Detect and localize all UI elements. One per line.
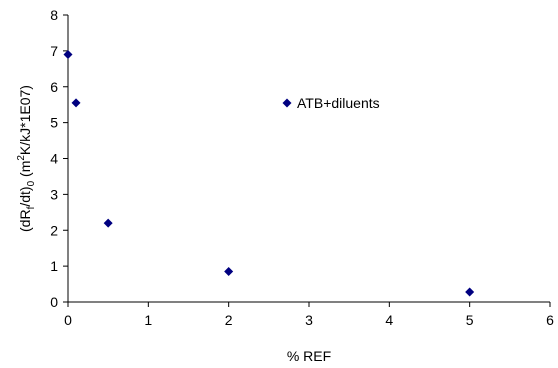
x-tick-label: 1 [144, 312, 152, 328]
y-axis-title-part: (m [17, 161, 33, 181]
x-tick-label: 2 [225, 312, 233, 328]
y-axis-title: (dRf/dt)0 (m2K/kJ*1E07) [16, 85, 37, 232]
y-axis-title-superscript: 2 [16, 155, 27, 161]
legend-label: ATB+diluents [297, 95, 380, 111]
y-tick-label: 5 [50, 115, 58, 131]
x-axis-title: % REF [287, 348, 331, 364]
x-tick-label: 0 [64, 312, 72, 328]
x-tick-label: 6 [546, 312, 554, 328]
y-tick-label: 8 [50, 7, 58, 23]
y-axis-title-part: /dt) [17, 186, 33, 206]
y-tick-label: 2 [50, 222, 58, 238]
y-axis-title-subscript: f [26, 206, 37, 209]
y-axis-ticks: 0 1 2 3 4 5 6 7 8 [50, 7, 68, 310]
legend-marker [282, 98, 292, 108]
plot-area [67, 15, 550, 303]
x-axis-ticks: 0 1 2 3 4 5 6 [64, 302, 554, 328]
legend: ATB+diluents [282, 95, 380, 111]
y-tick-label: 1 [50, 258, 58, 274]
data-point [103, 218, 113, 228]
y-tick-label: 6 [50, 79, 58, 95]
y-axis-title-part: (dR [17, 209, 33, 232]
data-point [71, 98, 81, 108]
y-tick-label: 0 [50, 294, 58, 310]
data-points [63, 49, 475, 297]
y-tick-label: 4 [50, 151, 58, 167]
y-axis-title-part: K/kJ*1E07) [17, 85, 33, 155]
data-point [465, 287, 475, 297]
x-tick-label: 3 [305, 312, 313, 328]
data-point [63, 49, 73, 59]
y-tick-label: 7 [50, 43, 58, 59]
x-tick-label: 4 [385, 312, 393, 328]
y-tick-label: 3 [50, 186, 58, 202]
data-point [224, 267, 234, 277]
x-tick-label: 5 [466, 312, 474, 328]
y-axis-title-subscript: 0 [26, 180, 37, 186]
